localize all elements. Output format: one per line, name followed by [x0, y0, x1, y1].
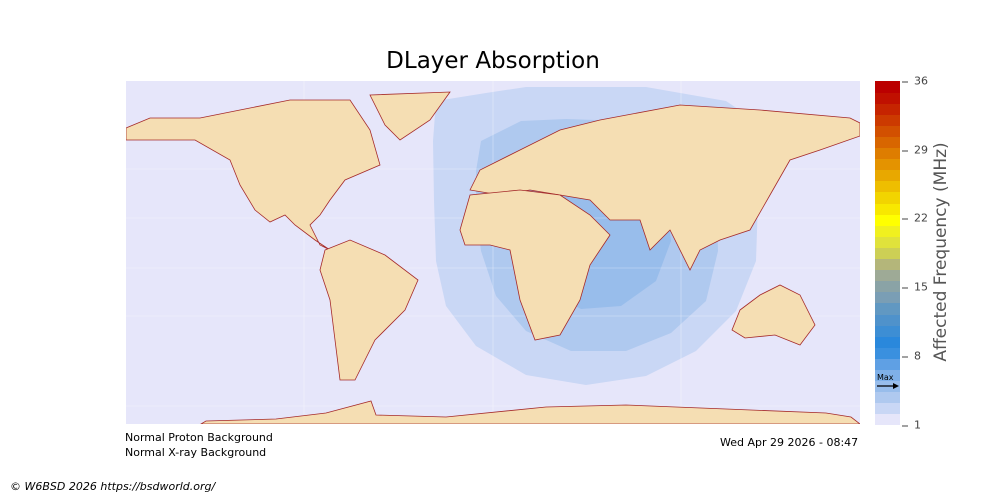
colorbar-band: [875, 125, 900, 137]
colorbar: [875, 81, 900, 426]
colorbar-band: [875, 413, 900, 426]
colorbar-tick: 1: [902, 419, 921, 432]
timestamp: Wed Apr 29 2026 - 08:47: [720, 436, 859, 449]
colorbar-band: [875, 291, 900, 304]
colorbar-band: [875, 225, 900, 237]
colorbar-band: [875, 214, 900, 226]
colorbar-band: [875, 325, 900, 337]
colorbar-tick: 8: [902, 350, 921, 363]
south-america: [319, 239, 419, 381]
colorbar-band: [875, 369, 900, 382]
max-marker-label: Max: [877, 372, 894, 382]
colorbar-band: [875, 258, 900, 271]
colorbar-band: [875, 247, 900, 260]
copyright: © W6BSD 2026 https://bsdworld.org/: [10, 480, 216, 493]
eurasia: [469, 104, 860, 271]
colorbar-band: [875, 280, 900, 293]
colorbar-tick: 15: [902, 281, 928, 294]
colorbar-band: [875, 92, 900, 104]
colorbar-band: [875, 103, 900, 115]
colorbar-tick: 22: [902, 212, 928, 225]
greenland: [369, 91, 451, 141]
colorbar-band: [875, 380, 900, 393]
colorbar-band: [875, 336, 900, 348]
colorbar-band: [875, 180, 900, 193]
proton-status: Normal Proton Background: [125, 431, 273, 444]
arrow-right-icon: [877, 382, 899, 389]
landmasses: [126, 91, 860, 424]
colorbar-band: [875, 402, 900, 415]
page-title: DLayer Absorption: [386, 48, 600, 74]
colorbar-band: [875, 191, 900, 204]
colorbar-band: [875, 302, 900, 315]
colorbar-band: [875, 169, 900, 182]
colorbar-band: [875, 81, 900, 93]
australia: [731, 284, 816, 346]
colorbar-band: [875, 114, 900, 126]
colorbar-band: [875, 269, 900, 282]
colorbar-band: [875, 314, 900, 326]
colorbar-band: [875, 158, 900, 171]
colorbar-tick: 29: [902, 144, 928, 157]
antarctica: [200, 400, 860, 424]
colorbar-band: [875, 347, 900, 359]
colorbar-label: Affected Frequency (MHz): [931, 142, 951, 362]
colorbar-band: [875, 236, 900, 248]
colorbar-band: [875, 136, 900, 149]
colorbar-band: [875, 358, 900, 370]
colorbar-band: [875, 203, 900, 215]
xray-status: Normal X-ray Background: [125, 446, 267, 459]
colorbar-tick: 36: [902, 75, 928, 88]
world-map: [126, 81, 860, 424]
colorbar-band: [875, 147, 900, 160]
colorbar-band: [875, 391, 900, 404]
africa: [459, 189, 611, 341]
north-america: [126, 99, 381, 251]
